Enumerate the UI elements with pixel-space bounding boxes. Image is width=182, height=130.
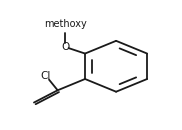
Text: Cl: Cl (40, 72, 50, 82)
Text: methoxy: methoxy (44, 19, 87, 29)
Text: O: O (61, 42, 70, 52)
